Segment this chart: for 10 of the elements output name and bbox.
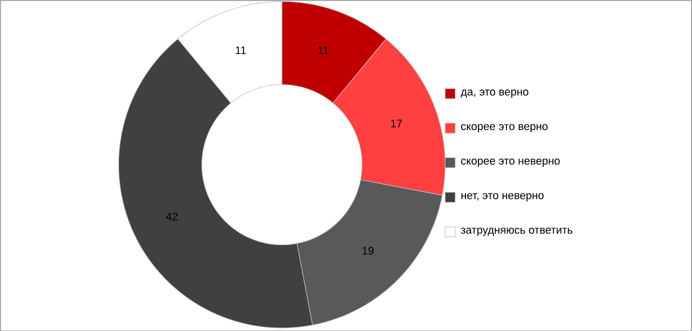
legend-label: скорее это неверно: [461, 158, 560, 167]
data-label: 42: [166, 212, 178, 220]
legend-label: скорее это верно: [461, 124, 548, 132]
data-label: 11: [318, 46, 328, 54]
legend-label: затрудняюсь ответить: [460, 228, 572, 236]
data-label: 17: [391, 120, 402, 128]
data-label: 19: [362, 246, 374, 254]
legend-label: да, это верно: [460, 89, 528, 98]
data-label: 11: [236, 46, 246, 54]
legend-label: нет, это неверно: [461, 192, 544, 202]
